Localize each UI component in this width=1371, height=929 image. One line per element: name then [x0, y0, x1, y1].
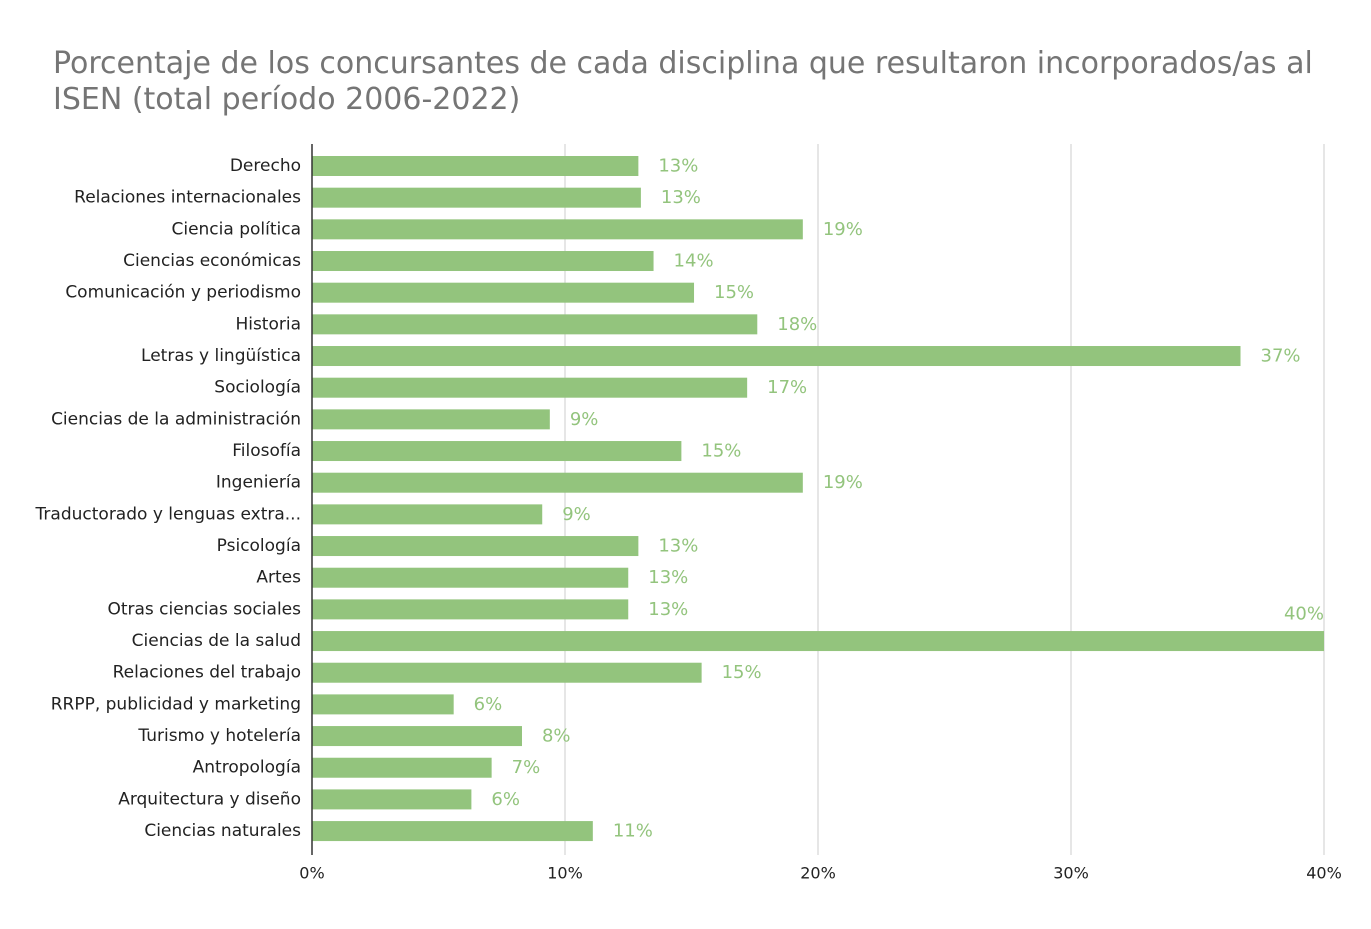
bar-11[interactable] [312, 504, 543, 525]
category-label: Ciencias económicas [123, 251, 301, 271]
data-label: 13% [658, 536, 698, 557]
bar-2[interactable] [312, 219, 803, 240]
category-label: Filosofía [232, 441, 301, 461]
data-label: 40% [1284, 604, 1324, 625]
bar-15[interactable] [312, 631, 1324, 652]
category-label: Historia [235, 314, 301, 334]
category-label: Comunicación y periodismo [65, 283, 301, 303]
category-label: RRPP, publicidad y marketing [51, 694, 301, 714]
bar-13[interactable] [312, 567, 629, 588]
bar-19[interactable] [312, 757, 492, 778]
category-label: Otras ciencias sociales [107, 599, 301, 619]
bar-21[interactable] [312, 821, 593, 842]
bar-4[interactable] [312, 282, 695, 303]
data-label: 19% [823, 472, 863, 493]
data-label: 13% [648, 567, 688, 588]
data-label: 6% [474, 694, 503, 715]
category-label: Arquitectura y diseño [118, 789, 301, 809]
category-label: Turismo y hotelería [137, 726, 301, 746]
data-label: 13% [661, 187, 701, 208]
data-label: 37% [1261, 346, 1301, 367]
bar-10[interactable] [312, 472, 803, 493]
data-label: 9% [570, 409, 599, 430]
x-tick-label: 0% [299, 864, 324, 883]
category-label: Antropología [193, 758, 301, 778]
category-label: Traductorado y lenguas extra... [35, 504, 301, 524]
bar-7[interactable] [312, 377, 748, 398]
x-tick-label: 40% [1306, 864, 1342, 883]
bar-9[interactable] [312, 441, 682, 462]
bar-5[interactable] [312, 314, 758, 335]
x-tick-label: 20% [800, 864, 836, 883]
bar-20[interactable] [312, 789, 472, 810]
data-label: 15% [722, 662, 762, 683]
category-label: Letras y lingüística [141, 346, 301, 366]
bar-14[interactable] [312, 599, 629, 620]
bar-16[interactable] [312, 662, 702, 683]
bar-6[interactable] [312, 346, 1241, 367]
data-label: 13% [648, 599, 688, 620]
data-label: 11% [613, 821, 653, 842]
category-label: Ingeniería [216, 473, 301, 493]
data-label: 7% [512, 757, 541, 778]
x-tick-label: 10% [547, 864, 583, 883]
data-label: 8% [542, 726, 571, 747]
data-label: 14% [674, 251, 714, 272]
chart-title: Porcentaje de los concursantes de cada d… [53, 46, 1313, 117]
category-label: Sociología [214, 378, 301, 398]
category-label: Derecho [230, 156, 301, 176]
bar-12[interactable] [312, 536, 639, 557]
data-label: 6% [491, 789, 520, 810]
bar-8[interactable] [312, 409, 550, 430]
bar-17[interactable] [312, 694, 454, 715]
data-label: 18% [777, 314, 817, 335]
data-label: 13% [658, 156, 698, 177]
bar-18[interactable] [312, 726, 522, 747]
data-label: 9% [562, 504, 591, 525]
bar-1[interactable] [312, 187, 641, 208]
category-label: Relaciones del trabajo [113, 663, 301, 683]
data-label: 15% [701, 441, 741, 462]
category-label: Psicología [217, 536, 301, 556]
x-tick-label: 30% [1053, 864, 1089, 883]
bar-0[interactable] [312, 156, 639, 176]
category-label: Relaciones internacionales [74, 188, 301, 208]
category-label: Artes [256, 568, 301, 588]
data-label: 15% [714, 282, 754, 303]
data-label: 19% [823, 219, 863, 240]
category-label: Ciencias de la salud [132, 631, 301, 651]
category-label: Ciencia política [171, 219, 301, 239]
bar-3[interactable] [312, 251, 654, 272]
category-label: Ciencias naturales [144, 821, 301, 841]
data-label: 17% [767, 377, 807, 398]
category-label: Ciencias de la administración [51, 409, 301, 429]
